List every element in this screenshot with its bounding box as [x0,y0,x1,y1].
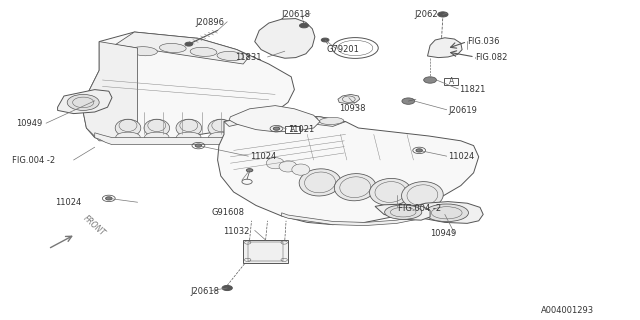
Text: FIG.036: FIG.036 [467,37,500,46]
Text: G79201: G79201 [326,45,359,54]
Circle shape [438,12,448,17]
FancyBboxPatch shape [285,126,300,133]
Ellipse shape [334,174,376,201]
Polygon shape [410,202,483,223]
Ellipse shape [190,47,217,56]
Ellipse shape [236,116,260,124]
Text: A: A [290,125,295,134]
Ellipse shape [319,117,344,124]
Circle shape [300,23,308,28]
Polygon shape [115,32,250,64]
Circle shape [321,38,329,42]
Polygon shape [58,90,112,114]
Ellipse shape [425,204,468,221]
Circle shape [424,77,436,83]
Circle shape [416,149,422,152]
Text: 11024: 11024 [250,152,276,161]
Text: 11032: 11032 [223,227,249,236]
Text: G91608: G91608 [211,208,244,217]
Polygon shape [375,204,430,220]
Polygon shape [83,42,138,141]
Text: J20618: J20618 [282,10,310,19]
Ellipse shape [369,179,412,205]
Polygon shape [282,213,422,226]
Circle shape [106,197,112,200]
Ellipse shape [385,205,422,220]
Ellipse shape [208,119,234,137]
Text: FRONT: FRONT [82,213,108,237]
Ellipse shape [177,132,201,142]
Ellipse shape [266,158,284,169]
Polygon shape [255,19,315,58]
Text: FIG.004 -2: FIG.004 -2 [398,204,441,212]
Polygon shape [218,115,479,225]
Ellipse shape [209,132,233,142]
Circle shape [222,285,232,291]
Ellipse shape [67,94,99,110]
Text: 10949: 10949 [430,229,456,238]
Ellipse shape [115,119,141,137]
Circle shape [246,169,253,172]
FancyBboxPatch shape [243,240,288,263]
Text: J20619: J20619 [448,106,477,115]
Polygon shape [338,94,360,104]
Text: A004001293: A004001293 [541,306,594,315]
Circle shape [273,127,280,130]
Text: J20896: J20896 [195,18,224,27]
Polygon shape [83,32,294,141]
Polygon shape [428,38,462,58]
Ellipse shape [279,161,297,172]
Ellipse shape [292,164,310,175]
Ellipse shape [217,52,244,60]
Ellipse shape [116,132,140,142]
Ellipse shape [176,119,202,137]
Text: 10938: 10938 [339,104,365,113]
Ellipse shape [401,182,444,209]
Polygon shape [95,133,269,145]
Text: 10949: 10949 [16,119,42,128]
Ellipse shape [293,116,317,123]
Ellipse shape [264,115,289,122]
FancyBboxPatch shape [444,78,458,85]
Text: A: A [449,77,454,86]
Ellipse shape [145,132,169,142]
Ellipse shape [131,47,157,56]
Circle shape [402,98,415,104]
Text: 11024: 11024 [55,198,81,207]
Ellipse shape [144,119,170,137]
Polygon shape [224,115,346,126]
Text: FIG.082: FIG.082 [475,53,508,62]
Text: J2062: J2062 [415,10,438,19]
Text: 11021: 11021 [288,125,314,134]
Circle shape [195,144,202,147]
Polygon shape [229,106,320,132]
Text: FIG.004 -2: FIG.004 -2 [12,156,54,164]
Text: 11831: 11831 [236,53,262,62]
Ellipse shape [159,44,186,52]
Text: 11821: 11821 [460,85,486,94]
Circle shape [185,42,193,46]
Ellipse shape [299,169,341,196]
Text: J20618: J20618 [191,287,220,296]
Text: 11024: 11024 [448,152,474,161]
